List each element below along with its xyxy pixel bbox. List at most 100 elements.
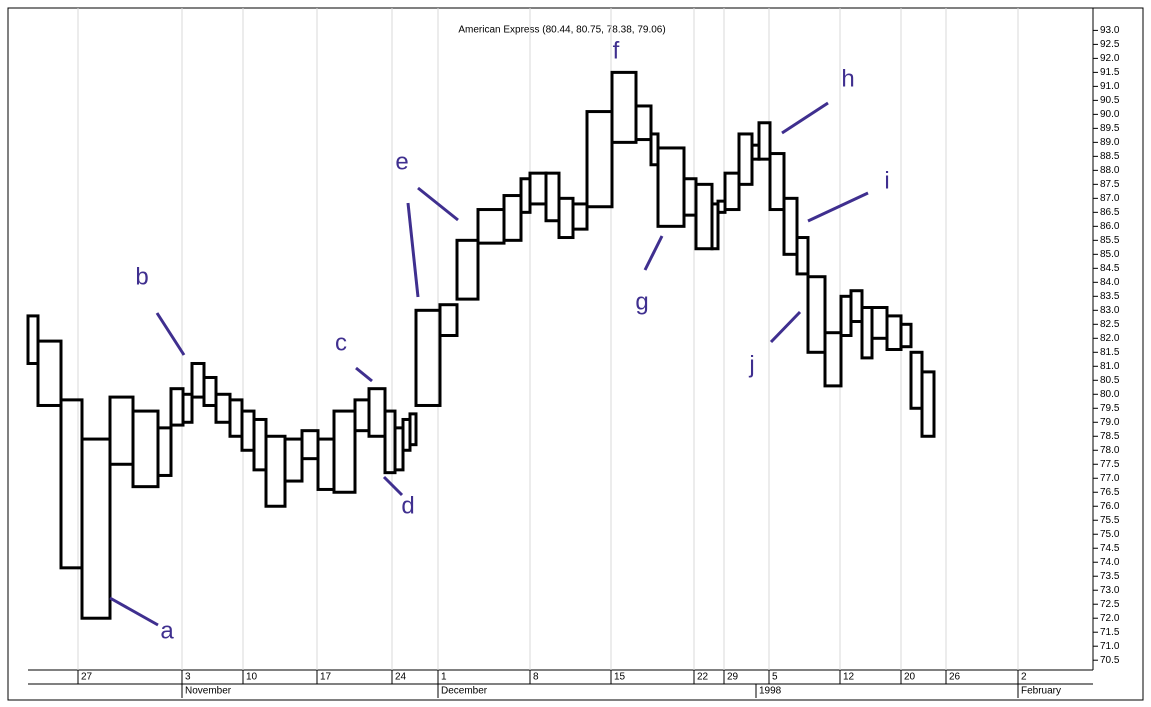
annotation: i bbox=[884, 167, 889, 194]
annotation-line bbox=[382, 475, 404, 497]
annotation: d bbox=[401, 492, 414, 519]
y-tick-label: 74.5 bbox=[1100, 543, 1120, 554]
x-tick-label: 27 bbox=[81, 672, 93, 683]
x-tick-label: 8 bbox=[533, 672, 539, 683]
annotation: f bbox=[613, 37, 620, 64]
x-tick-label: 10 bbox=[246, 672, 258, 683]
x-major-tick-label: December bbox=[441, 686, 488, 697]
y-tick-label: 93.0 bbox=[1100, 25, 1120, 36]
y-tick-label: 75.5 bbox=[1100, 515, 1120, 526]
y-tick-label: 72.0 bbox=[1100, 613, 1120, 624]
y-tick-label: 70.5 bbox=[1100, 655, 1120, 666]
y-tick-label: 81.5 bbox=[1100, 347, 1120, 358]
annotation-line bbox=[807, 191, 869, 223]
volume-box bbox=[156, 426, 173, 477]
volume-box bbox=[202, 375, 218, 407]
y-tick-label: 92.0 bbox=[1100, 53, 1120, 64]
volume-box bbox=[634, 104, 653, 142]
volume-box bbox=[571, 202, 589, 231]
y-tick-label: 83.5 bbox=[1100, 291, 1120, 302]
annotation-line bbox=[769, 310, 802, 344]
volume-box bbox=[332, 409, 357, 494]
y-tick-label: 92.5 bbox=[1100, 39, 1120, 50]
y-tick-label: 81.0 bbox=[1100, 361, 1120, 372]
y-tick-label: 75.0 bbox=[1100, 529, 1120, 540]
y-tick-label: 73.0 bbox=[1100, 585, 1120, 596]
volume-box bbox=[181, 392, 194, 424]
y-tick-label: 91.5 bbox=[1100, 67, 1120, 78]
volume-box bbox=[823, 331, 843, 388]
annotation: a bbox=[160, 617, 174, 644]
volume-box bbox=[723, 171, 741, 212]
volume-box bbox=[782, 196, 799, 256]
x-tick-label: 1 bbox=[441, 672, 447, 683]
x-major-tick-label: 1998 bbox=[759, 686, 782, 697]
y-tick-label: 78.5 bbox=[1100, 431, 1120, 442]
annotation-line bbox=[355, 366, 373, 383]
volume-box bbox=[80, 437, 112, 620]
annotation: j bbox=[748, 351, 754, 378]
y-tick-label: 79.0 bbox=[1100, 417, 1120, 428]
y-tick-label: 80.0 bbox=[1100, 389, 1120, 400]
annotation-line bbox=[417, 186, 459, 222]
x-major-tick-label: February bbox=[1021, 686, 1061, 697]
annotation-line bbox=[781, 101, 829, 135]
volume-box bbox=[438, 303, 459, 338]
y-tick-label: 82.0 bbox=[1100, 333, 1120, 344]
annotation-line bbox=[155, 312, 186, 356]
x-tick-label: 12 bbox=[843, 672, 855, 683]
x-tick-label: 2 bbox=[1021, 672, 1027, 683]
x-tick-label: 15 bbox=[614, 672, 626, 683]
volume-box bbox=[502, 194, 523, 242]
volume-box bbox=[36, 339, 63, 407]
volume-box bbox=[768, 152, 786, 212]
y-tick-label: 85.0 bbox=[1100, 249, 1120, 260]
volume-box bbox=[585, 110, 614, 209]
x-tick-label: 24 bbox=[395, 672, 407, 683]
annotation: b bbox=[135, 263, 148, 290]
chart-title: American Express (80.44, 80.75, 78.38, 7… bbox=[458, 25, 665, 36]
y-tick-label: 86.5 bbox=[1100, 207, 1120, 218]
x-tick-label: 26 bbox=[949, 672, 961, 683]
y-tick-label: 84.0 bbox=[1100, 277, 1120, 288]
x-tick-label: 29 bbox=[727, 672, 739, 683]
y-tick-label: 72.5 bbox=[1100, 599, 1120, 610]
y-tick-label: 90.5 bbox=[1100, 95, 1120, 106]
y-tick-label: 71.0 bbox=[1100, 641, 1120, 652]
x-tick-label: 17 bbox=[320, 672, 332, 683]
y-tick-label: 79.5 bbox=[1100, 403, 1120, 414]
y-tick-label: 87.0 bbox=[1100, 193, 1120, 204]
y-tick-label: 88.0 bbox=[1100, 165, 1120, 176]
y-tick-label: 77.5 bbox=[1100, 459, 1120, 470]
y-tick-label: 73.5 bbox=[1100, 571, 1120, 582]
volume-box bbox=[899, 322, 913, 349]
annotation-line bbox=[643, 235, 664, 271]
volume-box bbox=[710, 202, 720, 251]
y-tick-label: 77.0 bbox=[1100, 473, 1120, 484]
y-tick-label: 89.5 bbox=[1100, 123, 1120, 134]
volume-box bbox=[408, 412, 418, 447]
y-tick-label: 91.0 bbox=[1100, 81, 1120, 92]
x-tick-label: 20 bbox=[904, 672, 916, 683]
x-tick-label: 3 bbox=[185, 672, 191, 683]
volume-box bbox=[414, 308, 442, 407]
annotation: e bbox=[395, 148, 408, 175]
y-tick-label: 90.0 bbox=[1100, 109, 1120, 120]
y-tick-label: 71.5 bbox=[1100, 627, 1120, 638]
y-tick-label: 76.0 bbox=[1100, 501, 1120, 512]
volume-box bbox=[920, 370, 936, 438]
y-tick-label: 84.5 bbox=[1100, 263, 1120, 274]
y-tick-label: 86.0 bbox=[1100, 221, 1120, 232]
y-tick-label: 85.5 bbox=[1100, 235, 1120, 246]
y-tick-label: 82.5 bbox=[1100, 319, 1120, 330]
volume-box bbox=[795, 236, 810, 276]
y-tick-label: 76.5 bbox=[1100, 487, 1120, 498]
volume-box bbox=[757, 121, 772, 161]
x-major-tick-label: November bbox=[185, 686, 232, 697]
y-tick-label: 89.0 bbox=[1100, 137, 1120, 148]
annotations: a b c d e f g h i j bbox=[109, 37, 890, 644]
volume-box bbox=[455, 238, 480, 301]
y-tick-label: 87.5 bbox=[1100, 179, 1120, 190]
frame bbox=[7, 7, 1144, 701]
